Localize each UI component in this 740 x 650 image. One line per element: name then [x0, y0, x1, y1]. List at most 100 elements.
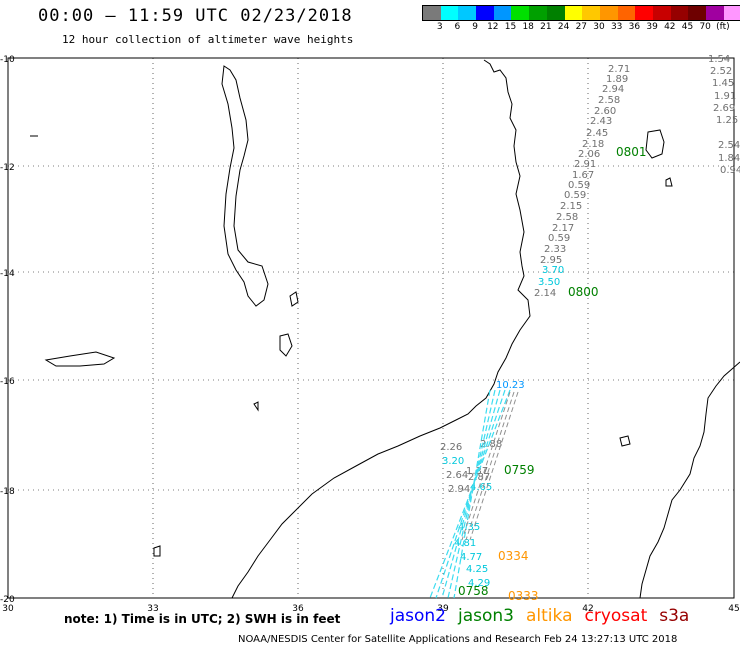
colorbar-swatch [670, 6, 689, 20]
swh-value: 1.91 [714, 91, 736, 102]
swh-value: 2.54 [718, 140, 740, 151]
colorbar-label: 15 [504, 22, 517, 32]
colorbar-label: (ft) [716, 22, 730, 32]
swh-value: 3.70 [542, 265, 564, 276]
pass-time-label: 0800 [568, 285, 599, 299]
lat-tick-label: -20 [0, 595, 15, 605]
colorbar-label: 33 [610, 22, 623, 32]
colorbar-label: 24 [557, 22, 570, 32]
lon-tick-label: 36 [292, 604, 304, 614]
coastline [30, 59, 740, 599]
colorbar-label: 45 [681, 22, 694, 32]
colorbar-swatch [564, 6, 583, 20]
colorbar-swatch [635, 6, 653, 20]
colorbar-swatch [546, 6, 565, 20]
madagascar-coast [639, 361, 740, 599]
legend-item-altika: altika [526, 606, 573, 626]
swh-value: 4.65 [470, 482, 492, 493]
swh-value: 2.06 [578, 149, 600, 160]
satellite-legend: jason2 jason3 altika cryosat s3a [390, 606, 701, 626]
pass-time-label: 0758 [458, 584, 489, 598]
colorbar-swatch [440, 6, 459, 20]
swh-value: 2.18 [582, 139, 604, 150]
swh-value: 1.89 [606, 74, 628, 85]
track-line [465, 391, 515, 541]
swh-value: 4.35 [458, 522, 480, 533]
colorbar-swatch [582, 6, 600, 20]
swh-value: 0.59 [564, 190, 586, 201]
swh-value: 4.29 [468, 578, 490, 589]
credit-footer: NOAA/NESDIS Center for Satellite Applica… [238, 634, 678, 645]
swh-value: 4.81 [454, 538, 476, 549]
swh-value: 0.59 [548, 233, 570, 244]
colorbar-swatch [652, 6, 671, 20]
swh-value: 0.59 [568, 180, 590, 191]
pass-time-label: 0333 [508, 589, 539, 603]
colorbar-swatch [529, 6, 547, 20]
colorbar-swatch [493, 6, 512, 20]
swh-value: 2.69 [713, 103, 735, 114]
swh-value: 3.20 [442, 456, 464, 467]
swh-value: 2.94 [448, 484, 470, 495]
lake-small [279, 333, 293, 357]
swh-value: 4.77 [460, 552, 482, 563]
colorbar-swatch [617, 6, 636, 20]
swh-value: 1.67 [572, 170, 594, 181]
swh-value: 1.45 [712, 78, 734, 89]
colorbar-swatch [599, 6, 618, 20]
colorbar-swatch [706, 6, 724, 20]
colorbar-label: 18 [522, 22, 534, 32]
swh-value: 3.50 [538, 277, 560, 288]
pass-time-label: 0801 [616, 145, 647, 159]
swh-value: 4.25 [466, 564, 488, 575]
swh-value: 2.58 [556, 212, 578, 223]
swh-value: 2.58 [598, 95, 620, 106]
lat-tick-label: -16 [0, 377, 15, 387]
colorbar-swatch [423, 6, 441, 20]
colorbar-label: 39 [646, 22, 658, 32]
swh-value: 2.45 [586, 128, 608, 139]
swh-value: 2.95 [540, 255, 562, 266]
mozambique-coast [231, 59, 531, 599]
colorbar-label: 30 [593, 22, 605, 32]
lake-west [44, 351, 116, 367]
colorbar-label: 70 [699, 22, 711, 32]
swh-value: 2.71 [608, 64, 630, 75]
swh-value: 2.15 [560, 201, 582, 212]
colorbar-labels: 3 6 9 12 15 18 21 24 27 30 33 36 39 42 45 70 (ft) [422, 22, 740, 34]
swh-value: 2.14 [534, 288, 556, 299]
track-line [461, 391, 511, 541]
swh-value: 10.23 [496, 380, 525, 391]
colorbar-swatch [688, 6, 706, 20]
colorbar-label: 27 [575, 22, 588, 32]
wave-height-colorbar [422, 5, 740, 21]
swh-value: 2.52 [710, 66, 732, 77]
swh-value: 2.60 [594, 106, 616, 117]
swh-value: 2.26 [440, 442, 462, 453]
colorbar-swatch [511, 6, 530, 20]
pass-time-label: 0759 [504, 463, 535, 477]
colorbar-label: 36 [628, 22, 641, 32]
legend-item-jason2: jason2 [390, 606, 446, 626]
colorbar-label: 6 [454, 22, 461, 32]
swh-value: 2.87 [468, 472, 490, 483]
swh-value: 1.84 [718, 153, 740, 164]
swh-value: 0.94 [720, 165, 740, 176]
lon-tick-label: 39 [437, 604, 449, 614]
colorbar-swatch [476, 6, 494, 20]
legend-item-jason3: jason3 [458, 606, 514, 626]
units-note: note: 1) Time is in UTC; 2) SWH is in fe… [64, 612, 341, 626]
lon-tick-label: 30 [2, 604, 14, 614]
track-line [453, 389, 491, 599]
pass-time-label: 0334 [498, 549, 529, 563]
swh-value: 2.17 [552, 223, 574, 234]
colorbar-label: 42 [664, 22, 676, 32]
colorbar-label: 3 [436, 22, 443, 32]
map-frame [7, 57, 735, 599]
map-subtitle: 12 hour collection of altimeter wave hei… [62, 33, 354, 46]
lat-tick-label: -18 [0, 487, 15, 497]
legend-item-cryosat: cryosat [584, 606, 648, 626]
swh-value: 2.91 [574, 159, 596, 170]
colorbar-label: 12 [487, 22, 499, 32]
